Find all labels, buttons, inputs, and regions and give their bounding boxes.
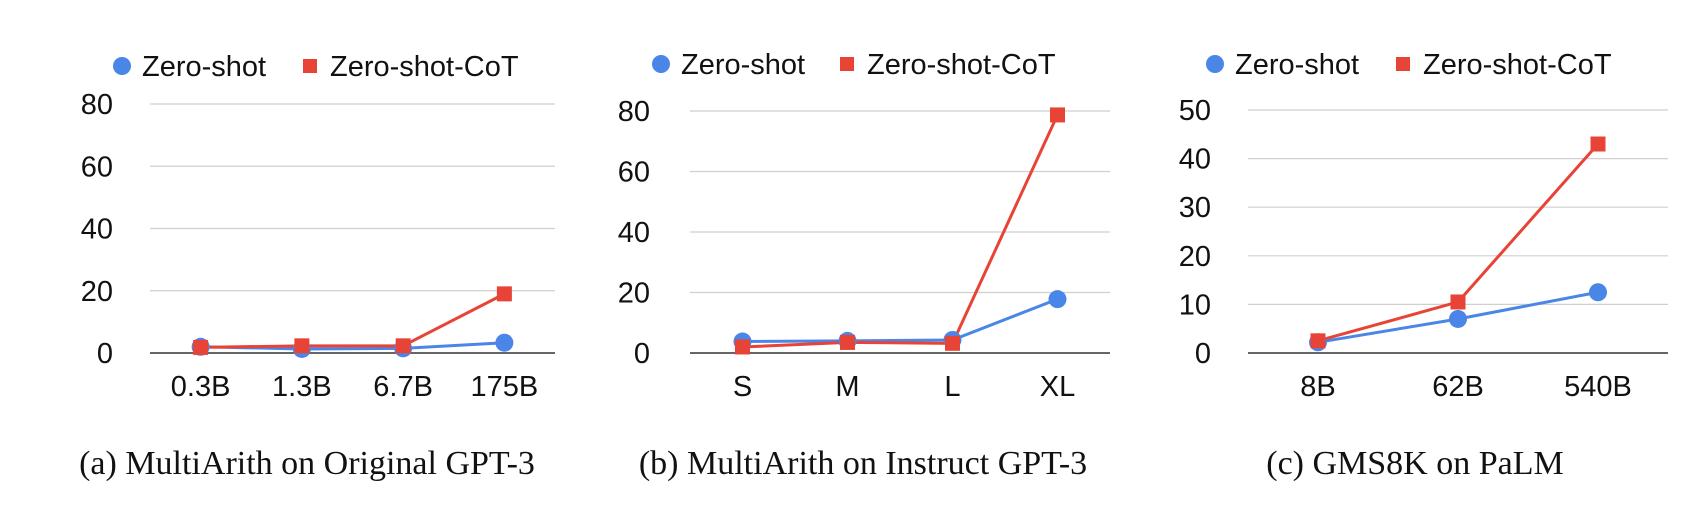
y-tick-label: 60: [618, 157, 650, 189]
x-tick-label: 1.3B: [272, 371, 332, 403]
x-tick-label: S: [733, 371, 752, 403]
data-point-zero-shot-cot: [496, 286, 512, 302]
legend-label-zero-shot: Zero-shot: [142, 51, 266, 83]
data-point-zero-shot: [1048, 290, 1067, 309]
y-tick-label: 40: [81, 214, 113, 246]
x-tick-label: 540B: [1564, 371, 1632, 403]
legend-marker-zero-shot: [113, 57, 131, 75]
legend-marker-zero-shot-cot: [1396, 57, 1410, 71]
series-line-zero-shot: [742, 297, 1059, 344]
x-tick-label: 0.3B: [171, 371, 231, 403]
legend-marker-zero-shot: [652, 55, 670, 73]
y-tick-label: 80: [618, 96, 650, 128]
y-tick-label: 0: [97, 338, 113, 370]
legend-marker-zero-shot-cot: [303, 59, 317, 73]
y-tick-label: 20: [1179, 241, 1211, 273]
chart-panel-1: 0 20 40 60 80 0.3B 1.3B 6.7B 175B Zero-shot Zero-s…: [79, 51, 555, 482]
legend-label-zero-shot: Zero-shot: [681, 49, 805, 81]
data-point-zero-shot: [1449, 309, 1467, 328]
data-point-zero-shot-cot: [1590, 136, 1606, 152]
legend-label-zero-shot: Zero-shot: [1235, 49, 1359, 81]
x-tick-label: L: [944, 371, 960, 403]
legend-marker-zero-shot-cot: [840, 57, 854, 71]
legend-marker-zero-shot: [1206, 55, 1224, 73]
y-tick-label: 0: [1195, 338, 1211, 370]
x-tick-label: 8B: [1300, 371, 1335, 403]
data-point-zero-shot-cot: [735, 339, 750, 355]
y-tick-label: 60: [81, 151, 113, 183]
chart-caption: (a) MultiArith on Original GPT-3: [79, 445, 535, 482]
x-tick-label: M: [835, 371, 859, 403]
series-line-zero-shot-cot: [742, 114, 1059, 349]
data-point-zero-shot-cot: [945, 335, 960, 351]
data-point-zero-shot-cot: [1450, 294, 1466, 310]
x-tick-label: 6.7B: [373, 371, 433, 403]
y-tick-label: 40: [1179, 144, 1211, 176]
x-tick-label: 175B: [471, 371, 539, 403]
chart-panel-2: 0 20 40 60 80 S M L XL Zero-shot Zero-shot-CoT (b) …: [618, 49, 1110, 482]
data-point-zero-shot: [1589, 283, 1607, 302]
y-tick-label: 40: [618, 217, 650, 249]
series-line-zero-shot-cot: [200, 292, 506, 349]
data-point-zero-shot-cot: [395, 338, 411, 354]
y-tick-label: 30: [1179, 192, 1211, 224]
legend-label-zero-shot-cot: Zero-shot-CoT: [867, 49, 1056, 81]
x-tick-label: 62B: [1432, 371, 1484, 403]
y-tick-label: 80: [81, 89, 113, 121]
y-tick-label: 0: [634, 338, 650, 370]
legend-label-zero-shot-cot: Zero-shot-CoT: [330, 51, 519, 83]
y-tick-label: 20: [81, 276, 113, 308]
y-tick-label: 50: [1179, 95, 1211, 127]
data-point-zero-shot-cot: [294, 338, 310, 354]
legend-label-zero-shot-cot: Zero-shot-CoT: [1423, 49, 1612, 81]
data-point-zero-shot-cot: [193, 339, 209, 355]
chart-caption: (c) GMS8K on PaLM: [1266, 445, 1563, 482]
y-tick-label: 10: [1179, 289, 1211, 321]
data-point-zero-shot-cot: [1310, 333, 1326, 349]
chart-caption: (b) MultiArith on Instruct GPT-3: [639, 445, 1087, 482]
x-tick-label: XL: [1040, 371, 1075, 403]
data-point-zero-shot: [495, 333, 514, 352]
y-tick-label: 20: [618, 278, 650, 310]
data-point-zero-shot-cot: [1050, 107, 1065, 123]
chart-panel-3: 0 10 20 30 40 50 8B 62B 540B Zero-shot Zero-shot-C…: [1179, 49, 1668, 482]
data-point-zero-shot-cot: [840, 334, 855, 350]
